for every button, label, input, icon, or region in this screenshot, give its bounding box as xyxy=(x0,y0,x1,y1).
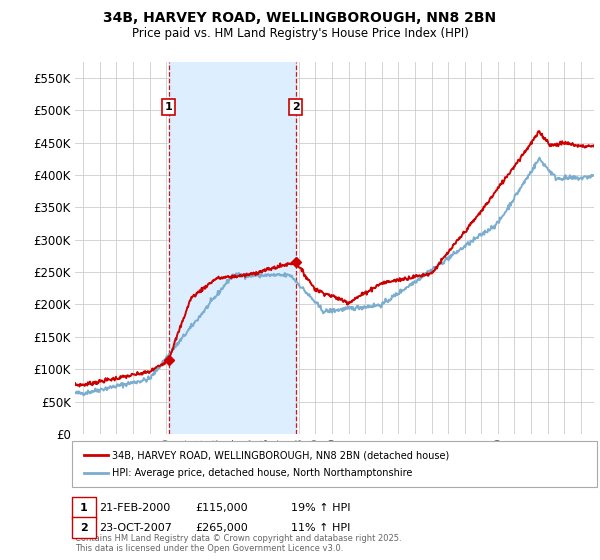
Text: Contains HM Land Registry data © Crown copyright and database right 2025.
This d: Contains HM Land Registry data © Crown c… xyxy=(75,534,401,553)
Text: 11% ↑ HPI: 11% ↑ HPI xyxy=(291,522,350,533)
Text: 21-FEB-2000: 21-FEB-2000 xyxy=(99,503,170,513)
Text: 34B, HARVEY ROAD, WELLINGBOROUGH, NN8 2BN (detached house): 34B, HARVEY ROAD, WELLINGBOROUGH, NN8 2B… xyxy=(112,450,449,460)
Text: 19% ↑ HPI: 19% ↑ HPI xyxy=(291,503,350,513)
Text: 34B, HARVEY ROAD, WELLINGBOROUGH, NN8 2BN: 34B, HARVEY ROAD, WELLINGBOROUGH, NN8 2B… xyxy=(103,11,497,25)
Text: £265,000: £265,000 xyxy=(195,522,248,533)
Text: £115,000: £115,000 xyxy=(195,503,248,513)
Text: HPI: Average price, detached house, North Northamptonshire: HPI: Average price, detached house, Nort… xyxy=(112,468,413,478)
Bar xyxy=(169,62,296,434)
Text: 2: 2 xyxy=(292,102,299,112)
Text: 1: 1 xyxy=(80,503,88,513)
Text: Price paid vs. HM Land Registry's House Price Index (HPI): Price paid vs. HM Land Registry's House … xyxy=(131,27,469,40)
Text: 23-OCT-2007: 23-OCT-2007 xyxy=(99,522,172,533)
Text: 2: 2 xyxy=(80,522,88,533)
Text: 1: 1 xyxy=(164,102,172,112)
